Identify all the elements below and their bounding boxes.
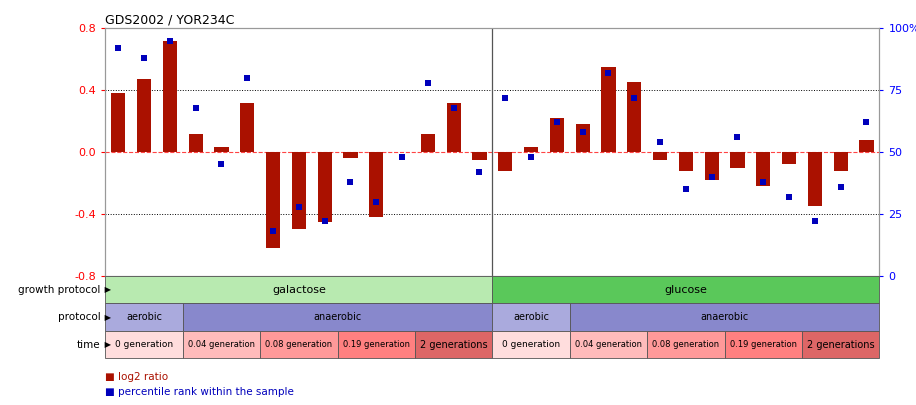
Text: 0.08 generation: 0.08 generation xyxy=(652,340,719,349)
Bar xyxy=(260,331,337,358)
Bar xyxy=(550,118,564,152)
Bar xyxy=(653,152,667,160)
Bar xyxy=(782,152,796,164)
Text: 0 generation: 0 generation xyxy=(115,340,173,349)
Text: GDS2002 / YOR234C: GDS2002 / YOR234C xyxy=(105,13,234,26)
Text: ▶: ▶ xyxy=(102,313,111,322)
Bar xyxy=(105,331,182,358)
Bar xyxy=(730,152,745,168)
Bar xyxy=(627,83,641,152)
Text: ▶: ▶ xyxy=(102,340,111,349)
Bar xyxy=(493,276,879,303)
Bar xyxy=(493,331,570,358)
Text: 0.19 generation: 0.19 generation xyxy=(343,340,409,349)
Bar xyxy=(369,152,383,217)
Text: growth protocol: growth protocol xyxy=(18,285,101,294)
Text: ■ percentile rank within the sample: ■ percentile rank within the sample xyxy=(105,387,294,397)
Bar xyxy=(679,152,692,171)
Bar xyxy=(266,152,280,248)
Text: 0 generation: 0 generation xyxy=(502,340,560,349)
Bar xyxy=(240,102,255,152)
Text: aerobic: aerobic xyxy=(513,312,549,322)
Bar xyxy=(570,303,879,331)
Bar xyxy=(725,331,802,358)
Bar xyxy=(182,303,492,331)
Bar xyxy=(163,41,177,152)
Text: 0.08 generation: 0.08 generation xyxy=(266,340,333,349)
Bar xyxy=(834,152,847,171)
Bar xyxy=(808,152,822,206)
Bar xyxy=(493,303,570,331)
Bar xyxy=(111,93,125,152)
Text: galactose: galactose xyxy=(272,285,326,294)
Text: 0.19 generation: 0.19 generation xyxy=(730,340,797,349)
Text: aerobic: aerobic xyxy=(126,312,162,322)
Text: anaerobic: anaerobic xyxy=(313,312,362,322)
Bar xyxy=(415,331,493,358)
Bar xyxy=(498,152,512,171)
Bar xyxy=(105,303,182,331)
Bar xyxy=(859,140,874,152)
Bar xyxy=(473,152,486,160)
Text: 2 generations: 2 generations xyxy=(807,340,875,350)
Bar xyxy=(189,134,202,152)
Text: 0.04 generation: 0.04 generation xyxy=(575,340,642,349)
Bar xyxy=(182,331,260,358)
Bar xyxy=(570,331,647,358)
Bar xyxy=(337,331,415,358)
Bar xyxy=(524,147,538,152)
Text: anaerobic: anaerobic xyxy=(701,312,748,322)
Bar xyxy=(420,134,435,152)
Bar xyxy=(292,152,306,229)
Text: time: time xyxy=(77,340,101,350)
Bar xyxy=(757,152,770,186)
Bar xyxy=(802,331,879,358)
Bar xyxy=(602,67,616,152)
Bar xyxy=(137,79,151,152)
Text: glucose: glucose xyxy=(664,285,707,294)
Text: ■ log2 ratio: ■ log2 ratio xyxy=(105,372,169,382)
Bar xyxy=(214,147,228,152)
Text: protocol: protocol xyxy=(58,312,101,322)
Bar xyxy=(105,276,493,303)
Bar xyxy=(704,152,719,180)
Text: 0.04 generation: 0.04 generation xyxy=(188,340,255,349)
Bar xyxy=(344,152,357,158)
Bar xyxy=(647,331,725,358)
Text: 2 generations: 2 generations xyxy=(420,340,487,350)
Bar xyxy=(575,124,590,152)
Bar xyxy=(447,102,461,152)
Bar xyxy=(318,152,332,222)
Text: ▶: ▶ xyxy=(102,285,111,294)
